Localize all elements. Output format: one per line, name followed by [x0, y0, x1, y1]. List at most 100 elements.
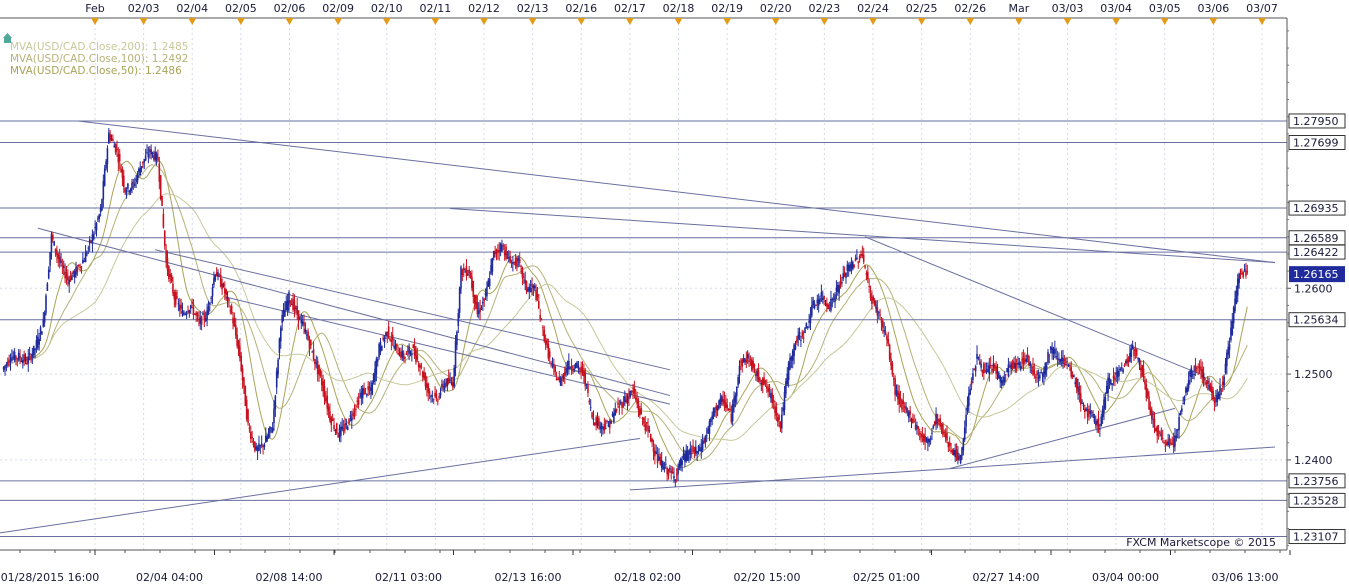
candle-body	[30, 356, 32, 360]
candle-body	[521, 267, 524, 278]
candle-body	[969, 389, 971, 395]
candle-body	[744, 358, 746, 363]
candle-body	[1051, 347, 1053, 354]
top-date-label: 03/03	[1052, 2, 1084, 15]
candle-body	[658, 456, 660, 461]
candle-body	[892, 378, 895, 380]
candle-body	[54, 248, 57, 252]
candle-body	[192, 306, 195, 315]
candle-body	[1066, 361, 1068, 363]
candle-body	[839, 281, 842, 283]
candle-body	[871, 296, 873, 304]
candle-body	[64, 271, 66, 279]
candle-body	[189, 305, 192, 309]
candle-body	[787, 362, 790, 380]
candle-body	[86, 253, 88, 255]
candle-body	[637, 402, 640, 410]
candle-body	[203, 315, 206, 320]
candle-body	[1198, 366, 1201, 368]
candle-body	[129, 188, 132, 192]
candle-body	[857, 261, 860, 263]
candle-body	[180, 304, 182, 309]
candle-body	[770, 392, 772, 399]
candle-body	[723, 399, 726, 403]
candle-body	[1186, 387, 1189, 393]
candle-body	[600, 423, 603, 429]
candle-body	[188, 310, 191, 313]
current-price-label: 1.26165	[1293, 268, 1339, 281]
candle-body	[686, 450, 689, 461]
indicator-label: MVA(USD/CAD.Close,50): 1.2486	[10, 65, 182, 77]
candle-body	[1040, 372, 1042, 374]
candle-body	[170, 274, 173, 282]
level-label: 1.23528	[1293, 494, 1339, 507]
candle-body	[98, 214, 101, 220]
candle-body	[690, 453, 693, 455]
candle-body	[236, 334, 238, 346]
candle-body	[760, 383, 763, 385]
candle-body	[6, 361, 9, 366]
candle-body	[226, 296, 229, 300]
candle-body	[1175, 435, 1178, 438]
candle-body	[19, 355, 21, 359]
candle-body	[864, 265, 866, 268]
candle-body	[53, 241, 55, 246]
candle-body	[887, 339, 890, 344]
candle-body	[953, 449, 955, 456]
candle-body	[471, 276, 473, 289]
top-date-label: 02/11	[420, 2, 452, 15]
candle-body	[1179, 413, 1182, 416]
legend-toggle-icon[interactable]	[3, 33, 12, 43]
candle-body	[337, 435, 339, 438]
candle-body	[49, 251, 51, 266]
candle-body	[109, 134, 111, 141]
candle-body	[1056, 358, 1059, 361]
candle-body	[510, 266, 513, 268]
candle-body	[393, 345, 395, 348]
candle-body	[796, 339, 798, 343]
level-label: 1.26422	[1293, 246, 1339, 259]
candle-body	[1008, 365, 1011, 368]
candle-body	[41, 331, 43, 335]
candle-body	[898, 392, 901, 405]
candle-body	[495, 249, 498, 254]
candle-body	[382, 337, 384, 340]
candle-body	[630, 391, 633, 393]
candle-body	[282, 310, 285, 315]
period-marker	[1160, 18, 1169, 25]
candle-body	[912, 418, 914, 424]
candle-body	[905, 406, 907, 410]
candle-body	[572, 369, 574, 371]
candle-body	[269, 426, 271, 433]
candle-body	[209, 303, 211, 305]
candle-body	[1055, 356, 1057, 358]
candle-body	[319, 369, 322, 376]
bottom-time-label: 02/25 01:00	[853, 571, 920, 584]
candle-body	[1201, 369, 1204, 378]
candle-body	[853, 265, 855, 267]
candle-body	[603, 423, 606, 431]
candle-body	[314, 359, 316, 365]
period-marker	[236, 18, 245, 25]
candle-body	[1078, 386, 1081, 395]
candle-body	[1090, 411, 1093, 413]
candle-body	[106, 148, 109, 165]
candle-body	[1043, 370, 1045, 378]
candle-body	[733, 397, 735, 407]
candle-body	[430, 395, 432, 397]
candle-body	[214, 275, 217, 281]
candle-body	[1156, 425, 1159, 436]
candle-body	[476, 302, 479, 315]
candle-body	[599, 426, 602, 430]
candle-body	[569, 367, 572, 369]
candle-body	[1069, 365, 1071, 367]
candle-body	[356, 400, 359, 402]
candle-body	[23, 354, 25, 362]
candle-body	[746, 354, 749, 359]
candle-body	[366, 394, 368, 396]
candle-body	[730, 413, 733, 423]
candle-body	[267, 432, 270, 438]
candle-body	[606, 420, 608, 423]
candle-body	[576, 362, 578, 366]
